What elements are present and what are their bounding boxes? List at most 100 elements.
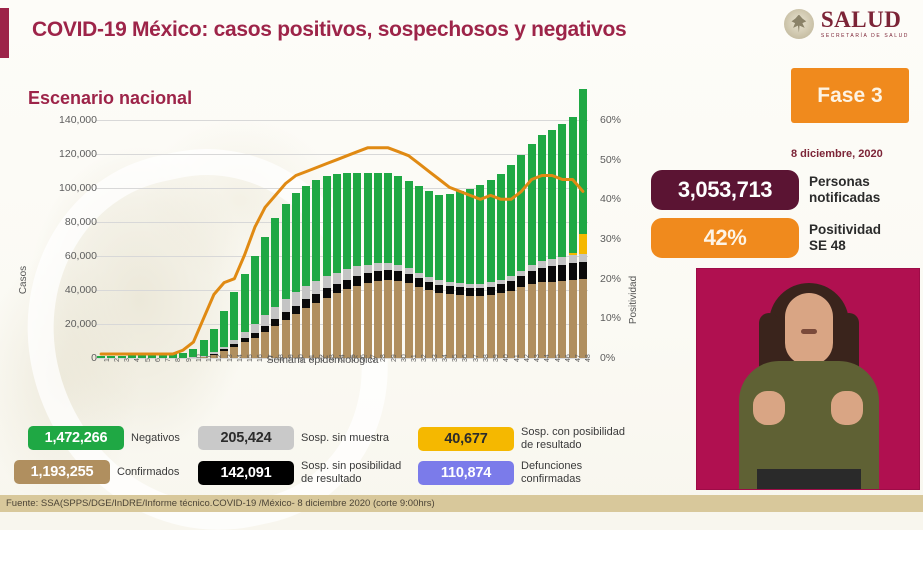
bar-segment xyxy=(455,295,464,358)
legend-value-chip: 1,193,255 xyxy=(14,460,110,484)
y-tick-left: 120,000 xyxy=(59,148,97,160)
bar-segment xyxy=(281,319,290,358)
bar-segment xyxy=(517,287,526,358)
bar-segment xyxy=(312,179,321,281)
bar-segment xyxy=(486,282,495,287)
bar-segment xyxy=(302,307,311,358)
bar-segment xyxy=(373,270,382,281)
interpreter-lower xyxy=(757,469,861,489)
y-tick-right: 50% xyxy=(600,153,622,166)
bar-segment xyxy=(220,311,229,347)
bar-segment xyxy=(455,191,464,284)
bar-segment xyxy=(291,292,300,306)
bar-segment xyxy=(353,285,362,358)
legend-label: Defunciones confirmadas xyxy=(521,460,583,485)
bar-segment xyxy=(435,284,444,293)
bar-segment xyxy=(517,155,526,271)
bar-segment xyxy=(527,144,536,265)
bar-segment xyxy=(548,129,557,259)
footer-bar: Fuente: SSA(SPPS/DGE/InDRE/Informe técni… xyxy=(0,495,923,512)
bar-segment xyxy=(558,264,567,281)
bar-segment xyxy=(373,262,382,271)
bar-segment xyxy=(507,275,516,281)
bar-segment xyxy=(435,194,444,280)
bar-segment xyxy=(507,290,516,358)
bar-segment xyxy=(384,262,393,271)
bar-segment xyxy=(578,233,587,254)
bar-segment xyxy=(537,260,546,268)
bar-segment xyxy=(496,279,505,285)
interpreter-hand-right xyxy=(831,391,863,425)
chart-panel: Escenario nacional Casos Positividad 0 20… xyxy=(0,62,645,402)
bar-segment xyxy=(240,331,249,339)
bar-segment xyxy=(455,283,464,288)
bar-segment xyxy=(414,185,423,273)
legend-value-chip: 142,091 xyxy=(198,460,294,485)
personas-notificadas-label: Personas notificadas xyxy=(809,174,880,206)
legend-label: Sosp. sin muestra xyxy=(301,431,390,444)
stat-personas-notificadas: 3,053,713 Personas notificadas xyxy=(651,170,880,210)
bar-segment xyxy=(568,279,577,358)
bar-segment xyxy=(291,193,300,293)
bar-segment xyxy=(558,124,567,257)
bar-segment xyxy=(353,266,362,277)
legend-item: 142,091 Sosp. sin posibilidad de resultad… xyxy=(198,460,411,486)
y-tick-right: 30% xyxy=(600,233,622,245)
bar-segment xyxy=(220,346,229,350)
bar-segment xyxy=(445,294,454,358)
bar-segment xyxy=(343,279,352,290)
bar-segment xyxy=(394,280,403,358)
bar-segment xyxy=(435,292,444,358)
bar-segment xyxy=(271,306,280,319)
personas-notificadas-label-line1: Personas xyxy=(809,173,870,189)
bar-segment xyxy=(445,193,454,283)
fase-date: 8 diciembre, 2020 xyxy=(791,148,883,160)
bar-segment xyxy=(373,280,382,358)
bar-segment xyxy=(250,255,259,324)
sign-language-interpreter-video[interactable] xyxy=(696,268,920,490)
y-tick-left: 80,000 xyxy=(64,216,97,228)
interpreter-hand-left xyxy=(753,391,785,425)
bar-segment xyxy=(322,276,331,289)
bar-segment xyxy=(537,267,546,283)
y-tick-right: 60% xyxy=(600,114,622,126)
bar-segment xyxy=(548,258,557,267)
y-tick-right: 20% xyxy=(600,272,622,285)
page-title: COVID-19 México: casos positivos, sospec… xyxy=(32,18,627,41)
bar-segment xyxy=(455,287,464,296)
bar-segment xyxy=(404,283,413,358)
bar-segment xyxy=(322,297,331,358)
bar-segment xyxy=(548,281,557,358)
bar-segment xyxy=(250,332,259,338)
legend-label: Sosp. con posibilidad de resultado xyxy=(521,426,625,451)
bar-segment xyxy=(414,272,423,279)
bar-segment xyxy=(568,252,577,256)
bar-segment xyxy=(496,174,505,280)
legend-item: 1,193,255 Confirmados xyxy=(14,460,179,484)
bar-segment xyxy=(486,180,495,283)
bar-segment xyxy=(507,165,516,276)
bar-segment xyxy=(394,271,403,281)
bar-segment xyxy=(291,305,300,314)
bar-segment xyxy=(363,172,372,265)
bar-segment xyxy=(404,274,413,284)
interpreter-mouth xyxy=(801,329,817,334)
bar-segment xyxy=(261,236,270,315)
bar-segment xyxy=(343,289,352,358)
bar-segment xyxy=(209,328,218,353)
bar-segment xyxy=(250,323,259,333)
bar-segment xyxy=(312,293,321,303)
bar-segment xyxy=(302,185,311,286)
bar-segment xyxy=(332,272,341,285)
bar-segment xyxy=(414,286,423,358)
bar-segment xyxy=(394,264,403,272)
bar-segment xyxy=(373,172,382,263)
bar-segment xyxy=(466,295,475,358)
legend-value-chip: 40,677 xyxy=(418,426,514,451)
bar-segment xyxy=(261,325,270,332)
bar-segment xyxy=(445,286,454,295)
bar-segment xyxy=(435,279,444,285)
legend-item: 40,677 Sosp. con posibilidad de resultado xyxy=(418,426,631,452)
positividad-label: Positividad SE 48 xyxy=(809,222,881,254)
bar-segment xyxy=(384,279,393,358)
